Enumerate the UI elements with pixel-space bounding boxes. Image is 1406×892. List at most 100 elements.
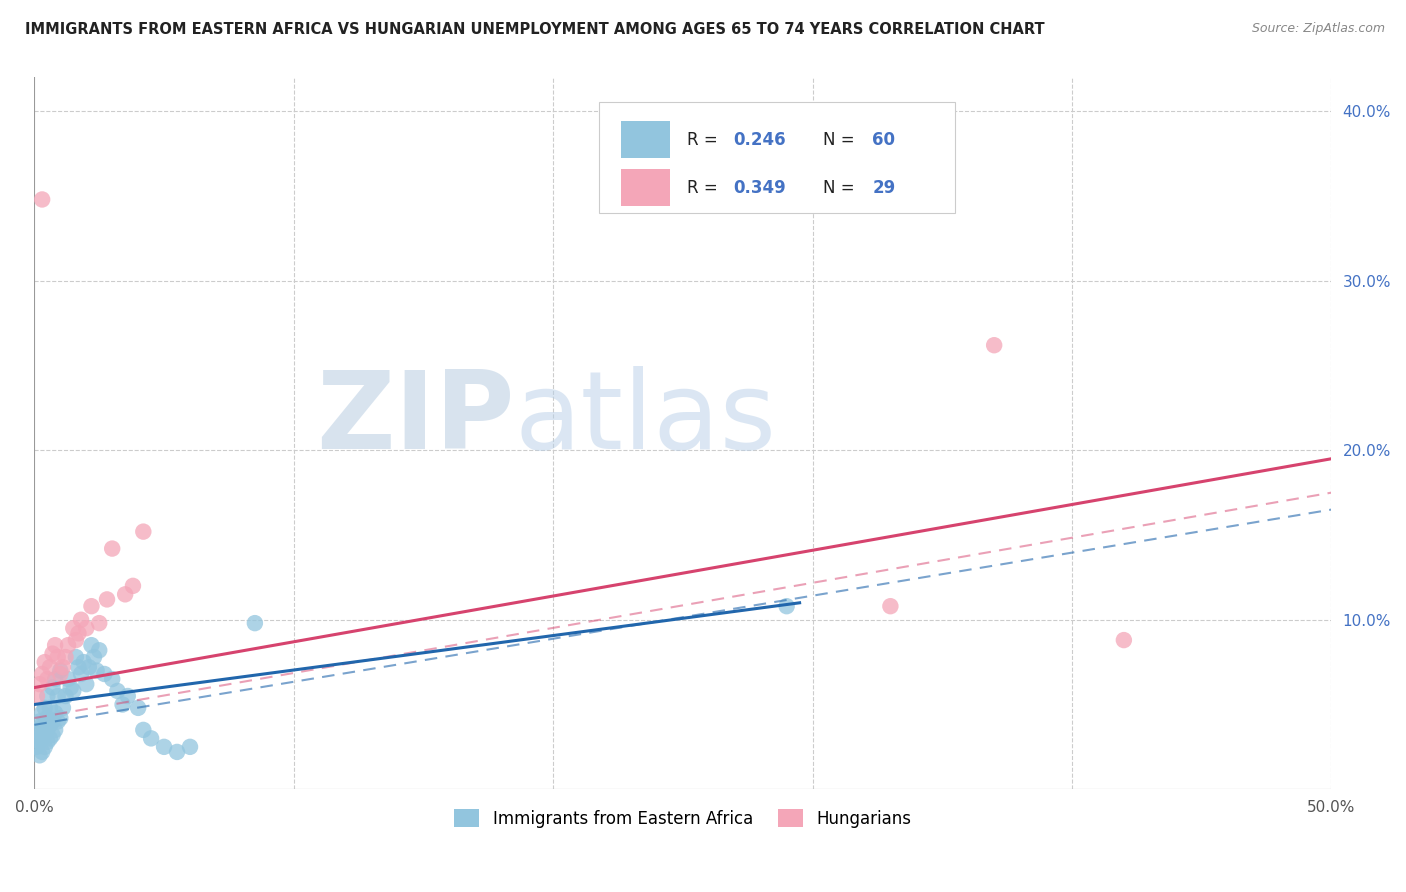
Point bbox=[139, 731, 162, 746]
Point bbox=[25, 689, 48, 703]
Point bbox=[44, 706, 66, 720]
Point bbox=[65, 633, 87, 648]
Point bbox=[117, 689, 139, 703]
Point bbox=[41, 647, 63, 661]
Point bbox=[28, 735, 51, 749]
Point bbox=[122, 579, 145, 593]
Point bbox=[28, 723, 51, 737]
Point bbox=[70, 667, 93, 681]
Point bbox=[25, 739, 48, 754]
Point bbox=[89, 643, 111, 657]
Point bbox=[132, 524, 155, 539]
Point bbox=[1112, 633, 1135, 648]
Point bbox=[37, 735, 59, 749]
Point bbox=[243, 616, 266, 631]
Text: N =: N = bbox=[823, 131, 860, 149]
Point bbox=[73, 655, 96, 669]
Point bbox=[28, 714, 51, 729]
Point bbox=[179, 739, 201, 754]
Point bbox=[132, 723, 155, 737]
Point bbox=[31, 667, 53, 681]
Point bbox=[77, 660, 100, 674]
Point bbox=[41, 728, 63, 742]
Point bbox=[34, 718, 56, 732]
Point bbox=[39, 660, 62, 674]
Text: R =: R = bbox=[686, 178, 723, 197]
Point bbox=[83, 650, 105, 665]
Point bbox=[70, 613, 93, 627]
Point bbox=[52, 660, 75, 674]
Point bbox=[31, 731, 53, 746]
Text: 60: 60 bbox=[872, 131, 896, 149]
Point bbox=[37, 711, 59, 725]
Text: 0.246: 0.246 bbox=[734, 131, 786, 149]
Point bbox=[31, 193, 53, 207]
Point bbox=[41, 714, 63, 729]
Point bbox=[34, 739, 56, 754]
Point bbox=[62, 684, 84, 698]
Point bbox=[80, 638, 103, 652]
Point bbox=[41, 681, 63, 695]
Text: 29: 29 bbox=[872, 178, 896, 197]
Point bbox=[127, 701, 149, 715]
Point bbox=[166, 745, 188, 759]
Point bbox=[44, 672, 66, 686]
Point bbox=[775, 599, 797, 614]
Point bbox=[89, 616, 111, 631]
Point bbox=[46, 650, 69, 665]
Point bbox=[86, 664, 108, 678]
Text: R =: R = bbox=[686, 131, 723, 149]
FancyBboxPatch shape bbox=[620, 169, 669, 205]
Point bbox=[44, 723, 66, 737]
Point bbox=[101, 541, 124, 556]
Point bbox=[37, 672, 59, 686]
Point bbox=[34, 728, 56, 742]
Point bbox=[31, 706, 53, 720]
Point bbox=[114, 587, 136, 601]
Point bbox=[37, 689, 59, 703]
Point bbox=[65, 650, 87, 665]
Point bbox=[75, 621, 97, 635]
Point bbox=[49, 667, 72, 681]
Point bbox=[44, 638, 66, 652]
Point bbox=[39, 701, 62, 715]
Point bbox=[55, 689, 77, 703]
Point bbox=[153, 739, 176, 754]
Text: N =: N = bbox=[823, 178, 860, 197]
Point bbox=[879, 599, 901, 614]
Point bbox=[96, 592, 118, 607]
Point bbox=[52, 701, 75, 715]
Text: ZIP: ZIP bbox=[316, 366, 515, 472]
Point bbox=[67, 660, 90, 674]
Point bbox=[25, 723, 48, 737]
Point bbox=[46, 689, 69, 703]
Text: atlas: atlas bbox=[515, 366, 776, 472]
Point bbox=[62, 621, 84, 635]
Point bbox=[67, 626, 90, 640]
Point bbox=[55, 650, 77, 665]
FancyBboxPatch shape bbox=[599, 103, 955, 212]
Text: IMMIGRANTS FROM EASTERN AFRICA VS HUNGARIAN UNEMPLOYMENT AMONG AGES 65 TO 74 YEA: IMMIGRANTS FROM EASTERN AFRICA VS HUNGAR… bbox=[25, 22, 1045, 37]
Point bbox=[34, 655, 56, 669]
Point bbox=[59, 681, 82, 695]
Point bbox=[80, 599, 103, 614]
Point bbox=[28, 677, 51, 691]
FancyBboxPatch shape bbox=[620, 120, 669, 158]
Point bbox=[56, 672, 79, 686]
Legend: Immigrants from Eastern Africa, Hungarians: Immigrants from Eastern Africa, Hungaria… bbox=[447, 803, 918, 834]
Point bbox=[49, 664, 72, 678]
Point bbox=[31, 745, 53, 759]
Point bbox=[93, 667, 115, 681]
Point bbox=[983, 338, 1005, 352]
Point bbox=[28, 748, 51, 763]
Point bbox=[105, 684, 128, 698]
Point bbox=[56, 638, 79, 652]
Point bbox=[39, 718, 62, 732]
Point bbox=[111, 698, 134, 712]
Point bbox=[37, 723, 59, 737]
Point bbox=[101, 672, 124, 686]
Text: 0.349: 0.349 bbox=[734, 178, 786, 197]
Point bbox=[49, 711, 72, 725]
Point bbox=[25, 731, 48, 746]
Point bbox=[31, 718, 53, 732]
